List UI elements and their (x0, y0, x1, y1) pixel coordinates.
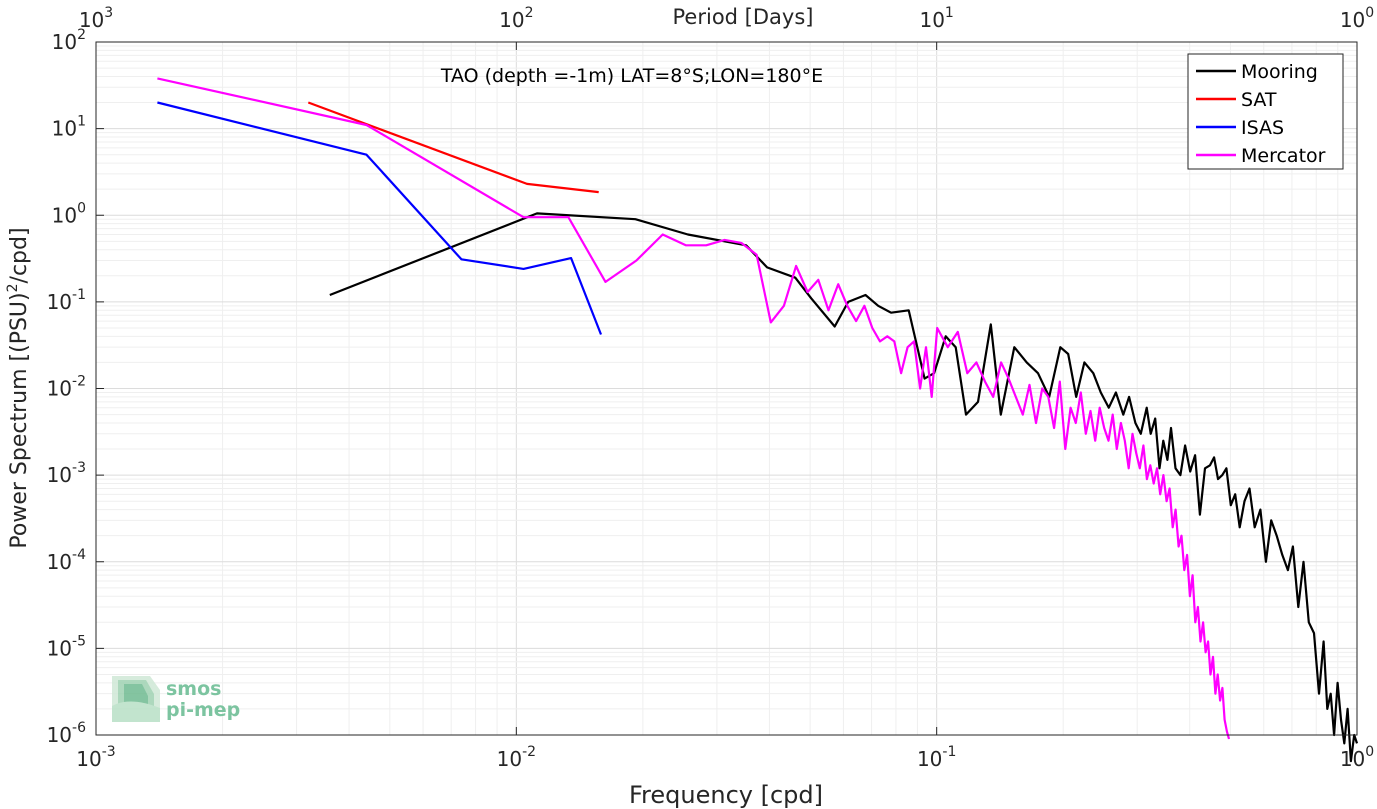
top-tick-label: 101 (919, 5, 953, 32)
series-layer (157, 77, 1359, 763)
top-tick-label: 103 (79, 5, 113, 32)
legend-label-mercator: Mercator (1241, 145, 1326, 167)
top-axis-label: Period [Days] (673, 5, 814, 29)
x-tick-label: 100 (1340, 744, 1374, 771)
y-tick-label: 101 (52, 114, 86, 141)
x-tick-label: 10-2 (497, 744, 536, 771)
top-tick-label: 102 (499, 5, 533, 32)
legend-box (1187, 53, 1344, 170)
y-tick-label: 10-2 (47, 374, 86, 401)
y-axis-label-tail: /cpd] (7, 227, 32, 283)
y-tick-label: 10-3 (47, 460, 86, 487)
y-tick-label: 10-4 (47, 547, 87, 574)
y-axis-label: Power Spectrum [(PSU)2/cpd] (5, 227, 32, 548)
y-tick-label: 10-6 (47, 720, 87, 747)
series-line-mercator (157, 77, 1231, 740)
y-axis-label-main: Power Spectrum [(PSU) (7, 292, 32, 548)
series-line-mooring (329, 212, 1359, 763)
legend-label-sat: SAT (1241, 89, 1277, 111)
x-tick-label: 10-3 (76, 744, 115, 771)
series-line-sat (307, 101, 599, 194)
logo-text-smos: smos (166, 678, 221, 700)
y-axis-label-sup: 2 (5, 283, 21, 292)
y-tick-label: 100 (52, 200, 86, 227)
legend-label-mooring: Mooring (1241, 61, 1318, 83)
chart-title: TAO (depth =-1m) LAT=8°S;LON=180°E (440, 65, 823, 87)
x-tick-label: 10-1 (917, 744, 956, 771)
legend-label-isas: ISAS (1241, 117, 1284, 139)
y-tick-label: 102 (52, 27, 86, 54)
y-tick-label: 10-1 (47, 287, 86, 314)
top-tick-label: 100 (1340, 5, 1374, 32)
smos-pimep-logo: smos pi-mep (112, 676, 240, 722)
series-line-isas (157, 101, 603, 335)
logo-mark-icon (112, 676, 160, 722)
legend: Mooring SAT ISAS Mercator (1187, 53, 1344, 170)
y-tick-label: 10-5 (47, 633, 86, 660)
logo-text-pimep: pi-mep (166, 699, 240, 721)
x-axis-label: Frequency [cpd] (629, 781, 823, 809)
